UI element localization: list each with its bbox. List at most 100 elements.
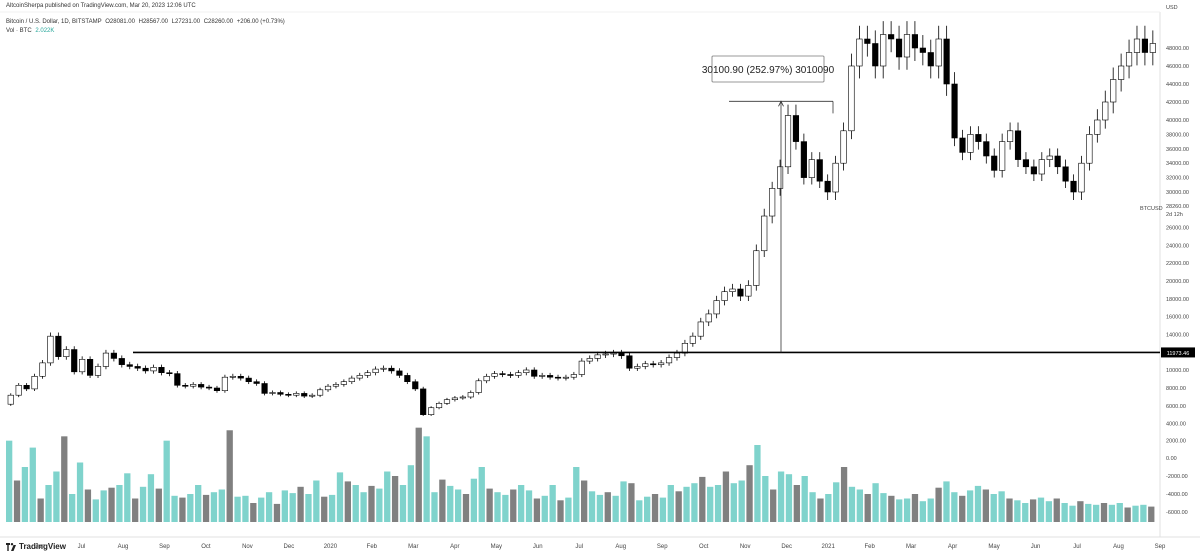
volume-bar	[37, 498, 44, 522]
volume-bar	[447, 485, 454, 522]
candle-body	[1118, 65, 1125, 80]
volume-bar	[927, 498, 934, 522]
volume-bar	[517, 485, 525, 522]
candle-body	[848, 65, 855, 132]
candle-body	[943, 38, 950, 85]
candle-body	[1038, 159, 1045, 175]
volume-bar	[139, 486, 147, 522]
candle-body	[665, 357, 673, 364]
volume-bar	[935, 487, 942, 522]
time-tick-label: Feb	[367, 544, 378, 550]
volume-bar	[494, 492, 501, 522]
candle-body	[808, 159, 815, 178]
candle-body	[539, 375, 546, 377]
volume-bar	[281, 490, 288, 522]
candle-body	[324, 385, 332, 391]
candle-body	[412, 381, 419, 390]
volume-bar	[840, 467, 848, 522]
price-badge-countdown: 2d 12h	[1166, 212, 1183, 218]
volume-bar	[328, 494, 336, 522]
volume-bar	[1148, 506, 1155, 522]
price-tick-label: 36000.00	[1166, 147, 1189, 153]
candle-body	[190, 384, 197, 387]
candle-body	[903, 34, 911, 58]
candle-body	[1094, 119, 1101, 135]
candle-body	[102, 352, 110, 367]
candle-body	[253, 381, 260, 384]
volume-bar	[1140, 504, 1147, 522]
candle-body	[840, 130, 847, 164]
volume-bar	[321, 496, 328, 522]
volume-bar	[880, 493, 887, 522]
volume-bar	[116, 485, 123, 522]
volume-bar	[352, 485, 359, 522]
candle-body	[229, 375, 236, 378]
volume-bar	[612, 495, 619, 522]
volume-bar	[596, 494, 604, 522]
price-tick-label: 42000.00	[1166, 100, 1189, 106]
candle-body	[880, 34, 887, 67]
volume-bar	[1045, 501, 1053, 522]
volume-bar	[179, 497, 186, 522]
volume-bar	[722, 471, 730, 522]
volume-bar	[581, 480, 588, 522]
candle-body	[443, 399, 451, 404]
candle-body	[999, 141, 1006, 171]
candle-body	[47, 335, 54, 364]
volume-bar	[69, 494, 76, 522]
candle-body	[1078, 162, 1085, 193]
volume-bar	[273, 503, 281, 522]
time-tick-label: Oct	[699, 544, 709, 550]
candle-body	[126, 364, 133, 367]
candle-body	[888, 34, 895, 40]
price-tick-label: 24000.00	[1166, 243, 1189, 249]
volume-bar	[943, 481, 950, 522]
candle-body	[951, 83, 958, 139]
volume-bar	[305, 494, 312, 522]
volume-bar	[659, 497, 667, 522]
measure-box	[711, 55, 825, 83]
volume-bar	[163, 440, 170, 522]
volume-bar	[423, 436, 430, 522]
time-tick-label: Feb	[864, 544, 875, 550]
price-tick-label: 48000.00	[1166, 46, 1189, 52]
price-tick-label: 46000.00	[1166, 64, 1189, 70]
price-tick-label: 34000.00	[1166, 161, 1189, 167]
volume-bar	[738, 480, 745, 522]
price-tick-label: 18000.00	[1166, 297, 1189, 303]
candle-body	[63, 349, 70, 357]
volume-bar	[565, 497, 572, 522]
candle-body	[420, 388, 427, 415]
candle-body	[31, 375, 38, 390]
volume-bar	[399, 485, 407, 522]
measure-arrowhead	[778, 100, 784, 107]
volume-bar	[195, 485, 202, 522]
time-tick-label: Dec	[284, 544, 295, 550]
volume-bar	[1006, 498, 1013, 522]
candle-body	[507, 374, 514, 376]
candle-body	[87, 359, 94, 376]
candle-body	[554, 376, 562, 379]
volume-bar	[210, 492, 218, 522]
volume-bar	[762, 476, 769, 522]
candle-body	[332, 384, 340, 387]
volume-bar	[966, 490, 974, 522]
price-tick-label: 22000.00	[1166, 261, 1189, 267]
logo-text: TradingView	[19, 542, 66, 551]
price-tick-label: 26000.00	[1166, 226, 1189, 232]
volume-bar	[155, 488, 162, 522]
volume-bar	[699, 476, 706, 522]
time-tick-label: Apr	[948, 544, 957, 550]
volume-bar	[454, 489, 462, 522]
volume-bar	[541, 495, 548, 522]
tradingview-logo[interactable]: TradingView	[6, 542, 66, 551]
time-tick-label: Sep	[657, 544, 668, 550]
volume-bar	[888, 495, 895, 522]
candle-body	[459, 396, 466, 399]
ohlc-high: H28567.00	[138, 19, 168, 25]
volume-bar	[683, 486, 690, 522]
candle-body	[221, 376, 228, 392]
candle-body	[816, 159, 823, 182]
candle-body	[1149, 43, 1156, 53]
